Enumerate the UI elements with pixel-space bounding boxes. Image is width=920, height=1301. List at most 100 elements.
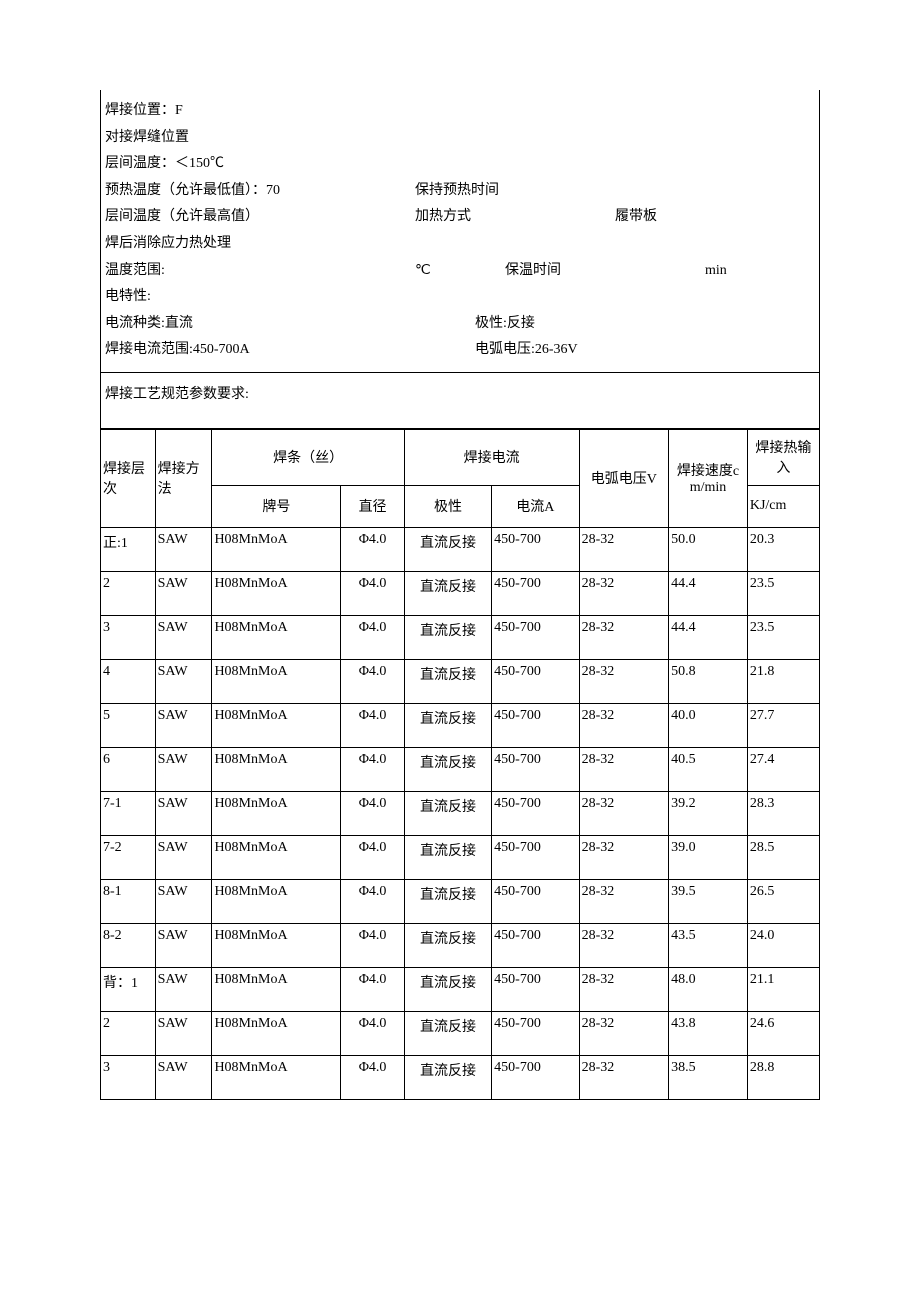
cell-brand: H08MnMoA [212, 659, 341, 703]
cell-speed: 39.0 [669, 835, 748, 879]
table-row: 6SAWH08MnMoAΦ4.0直流反接450-70028-3240.527.4 [101, 747, 820, 791]
cell-volt: 28-32 [579, 791, 669, 835]
cell-dia: Φ4.0 [341, 1055, 404, 1099]
th-heat-unit: KJ/cm [747, 485, 819, 527]
cell-speed: 44.4 [669, 615, 748, 659]
cell-heat: 28.8 [747, 1055, 819, 1099]
cell-method: SAW [155, 791, 212, 835]
cell-brand: H08MnMoA [212, 791, 341, 835]
cell-pol: 直流反接 [404, 835, 491, 879]
table-row: 8-1SAWH08MnMoAΦ4.0直流反接450-70028-3239.526… [101, 879, 820, 923]
table-row: 2SAWH08MnMoAΦ4.0直流反接450-70028-3243.824.6 [101, 1011, 820, 1055]
cell-heat: 24.6 [747, 1011, 819, 1055]
cell-method: SAW [155, 1055, 212, 1099]
cell-heat: 28.5 [747, 835, 819, 879]
cell-heat: 27.7 [747, 703, 819, 747]
cell-brand: H08MnMoA [212, 615, 341, 659]
polarity: 极性:反接 [475, 311, 535, 338]
table-row: 8-2SAWH08MnMoAΦ4.0直流反接450-70028-3243.524… [101, 923, 820, 967]
cell-layer: 3 [101, 615, 156, 659]
cell-volt: 28-32 [579, 615, 669, 659]
cell-layer: 8-2 [101, 923, 156, 967]
table-row: 3SAWH08MnMoAΦ4.0直流反接450-70028-3238.528.8 [101, 1055, 820, 1099]
th-diameter: 直径 [341, 485, 404, 527]
cell-volt: 28-32 [579, 659, 669, 703]
th-polarity: 极性 [404, 485, 491, 527]
cell-method: SAW [155, 659, 212, 703]
cell-volt: 28-32 [579, 967, 669, 1011]
cell-pol: 直流反接 [404, 527, 491, 571]
cell-dia: Φ4.0 [341, 835, 404, 879]
cell-method: SAW [155, 703, 212, 747]
cell-brand: H08MnMoA [212, 703, 341, 747]
table-row: 2SAWH08MnMoAΦ4.0直流反接450-70028-3244.423.5 [101, 571, 820, 615]
cell-layer: 2 [101, 571, 156, 615]
weld-current-range: 焊接电流范围:450-700A [105, 337, 475, 364]
cell-brand: H08MnMoA [212, 747, 341, 791]
cell-cur: 450-700 [492, 879, 579, 923]
cell-method: SAW [155, 615, 212, 659]
preheat-temp: 预热温度（允许最低值）：70 [105, 178, 415, 205]
cell-brand: H08MnMoA [212, 835, 341, 879]
cell-cur: 450-700 [492, 747, 579, 791]
cell-method: SAW [155, 923, 212, 967]
elec-label: 电特性: [105, 284, 151, 311]
cell-cur: 450-700 [492, 1011, 579, 1055]
th-layer: 焊接层次 [101, 429, 156, 527]
cell-pol: 直流反接 [404, 615, 491, 659]
param-table: 焊接层次 焊接方法 焊条（丝） 焊接电流 电弧电压V 焊接速度cm/min 焊接… [100, 429, 820, 1100]
cell-volt: 28-32 [579, 1011, 669, 1055]
cell-volt: 28-32 [579, 1055, 669, 1099]
cell-dia: Φ4.0 [341, 703, 404, 747]
cell-layer: 3 [101, 1055, 156, 1099]
cell-heat: 21.8 [747, 659, 819, 703]
cell-pol: 直流反接 [404, 1055, 491, 1099]
cell-layer: 5 [101, 703, 156, 747]
cell-speed: 38.5 [669, 1055, 748, 1099]
table-row: 背：1SAWH08MnMoAΦ4.0直流反接450-70028-3248.021… [101, 967, 820, 1011]
cell-pol: 直流反接 [404, 879, 491, 923]
cell-layer: 4 [101, 659, 156, 703]
temp-range-label: 温度范围: [105, 258, 415, 285]
cell-dia: Φ4.0 [341, 879, 404, 923]
cell-volt: 28-32 [579, 703, 669, 747]
cell-pol: 直流反接 [404, 967, 491, 1011]
cell-brand: H08MnMoA [212, 967, 341, 1011]
cell-volt: 28-32 [579, 923, 669, 967]
cell-speed: 40.5 [669, 747, 748, 791]
cell-brand: H08MnMoA [212, 571, 341, 615]
th-current: 电流A [492, 485, 579, 527]
cell-speed: 39.2 [669, 791, 748, 835]
cell-method: SAW [155, 835, 212, 879]
cell-volt: 28-32 [579, 835, 669, 879]
cell-speed: 43.8 [669, 1011, 748, 1055]
cell-dia: Φ4.0 [341, 1011, 404, 1055]
info-block: 焊接位置：F 对接焊缝位置 层间温度：＜150℃ 预热温度（允许最低值）：70 … [100, 90, 820, 372]
cell-cur: 450-700 [492, 659, 579, 703]
cell-volt: 28-32 [579, 571, 669, 615]
cell-dia: Φ4.0 [341, 747, 404, 791]
cell-cur: 450-700 [492, 615, 579, 659]
table-row: 5SAWH08MnMoAΦ4.0直流反接450-70028-3240.027.7 [101, 703, 820, 747]
cell-heat: 28.3 [747, 791, 819, 835]
cell-method: SAW [155, 967, 212, 1011]
cell-speed: 50.0 [669, 527, 748, 571]
cell-brand: H08MnMoA [212, 879, 341, 923]
table-row: 7-2SAWH08MnMoAΦ4.0直流反接450-70028-3239.028… [101, 835, 820, 879]
butt-position: 对接焊缝位置 [105, 125, 189, 152]
cell-dia: Φ4.0 [341, 967, 404, 1011]
cell-dia: Φ4.0 [341, 791, 404, 835]
cell-pol: 直流反接 [404, 747, 491, 791]
cell-layer: 7-2 [101, 835, 156, 879]
cell-heat: 24.0 [747, 923, 819, 967]
cell-volt: 28-32 [579, 879, 669, 923]
cell-speed: 39.5 [669, 879, 748, 923]
cell-heat: 26.5 [747, 879, 819, 923]
cell-cur: 450-700 [492, 791, 579, 835]
cell-speed: 50.8 [669, 659, 748, 703]
cell-speed: 43.5 [669, 923, 748, 967]
cell-layer: 7-1 [101, 791, 156, 835]
interlayer-temp: 层间温度：＜150℃ [105, 151, 224, 178]
cell-cur: 450-700 [492, 1055, 579, 1099]
cell-brand: H08MnMoA [212, 1055, 341, 1099]
